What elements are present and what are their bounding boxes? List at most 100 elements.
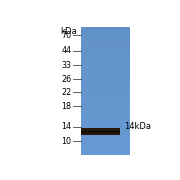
Bar [81, 99, 130, 100]
Bar [81, 129, 130, 130]
Bar [81, 44, 130, 45]
Bar [81, 143, 130, 144]
Bar [81, 62, 130, 63]
Bar [81, 100, 130, 102]
Bar [81, 137, 130, 138]
Bar [81, 73, 130, 74]
Bar [81, 114, 130, 115]
Bar [81, 136, 130, 137]
Bar [81, 66, 130, 68]
Bar [81, 32, 130, 33]
Bar [81, 64, 130, 65]
Bar [81, 63, 130, 64]
Bar [81, 150, 130, 151]
Bar [81, 108, 130, 109]
Bar [81, 152, 130, 154]
Bar [81, 71, 130, 72]
Bar [81, 145, 130, 146]
Bar [81, 36, 130, 37]
Bar [81, 86, 130, 87]
Bar [81, 65, 130, 66]
Bar [81, 41, 130, 42]
Bar [81, 115, 130, 116]
Bar [81, 146, 130, 147]
Text: 44: 44 [62, 46, 72, 55]
Bar [81, 88, 130, 89]
Bar [81, 81, 130, 82]
Bar [81, 147, 130, 148]
Bar [81, 125, 130, 126]
Bar [81, 60, 130, 61]
Bar [81, 120, 130, 121]
Bar [81, 37, 130, 38]
Bar [81, 30, 130, 31]
Bar [81, 122, 130, 123]
Bar [81, 79, 130, 80]
Bar [81, 111, 130, 112]
Bar [81, 70, 130, 71]
Bar [81, 52, 130, 53]
Bar [81, 105, 130, 106]
Bar [81, 130, 130, 131]
Bar [81, 124, 130, 125]
Bar [81, 75, 130, 76]
Bar [81, 46, 130, 47]
Bar [81, 39, 130, 40]
Bar [81, 69, 130, 70]
Bar [81, 53, 130, 54]
Bar [81, 109, 130, 110]
Bar [81, 154, 130, 155]
Bar [81, 96, 130, 97]
Bar [81, 74, 130, 75]
Bar [81, 97, 130, 98]
Bar [81, 113, 130, 114]
Bar [81, 61, 130, 62]
Bar [81, 102, 130, 103]
Bar [81, 43, 130, 44]
Bar [81, 140, 130, 141]
Text: 26: 26 [62, 75, 72, 84]
Bar [81, 128, 130, 129]
Bar [81, 106, 130, 107]
Bar [81, 31, 130, 32]
Bar [81, 89, 130, 90]
Bar [81, 94, 130, 95]
Bar [81, 90, 130, 91]
Bar [81, 77, 130, 78]
Bar [81, 58, 130, 59]
Bar [81, 85, 130, 86]
Text: 33: 33 [62, 61, 72, 70]
Bar [81, 121, 130, 122]
Bar [81, 93, 130, 94]
Bar [81, 27, 130, 28]
Text: 10: 10 [62, 137, 72, 146]
Bar [81, 76, 130, 77]
Bar [81, 148, 130, 149]
Bar [81, 151, 130, 152]
Bar [81, 104, 130, 105]
Bar [81, 107, 130, 108]
Bar [81, 142, 130, 143]
Bar [81, 127, 130, 128]
Bar [81, 95, 130, 96]
Bar [81, 55, 130, 56]
Text: 14: 14 [62, 122, 72, 131]
Bar [81, 59, 130, 60]
Bar [81, 42, 130, 43]
Bar [81, 57, 130, 58]
Bar [81, 131, 130, 132]
Bar [81, 133, 130, 134]
Bar [81, 48, 130, 50]
Bar [81, 144, 130, 145]
Bar [81, 126, 130, 127]
Bar [81, 149, 130, 150]
Bar [81, 38, 130, 39]
Bar [81, 118, 130, 120]
Bar [81, 84, 130, 85]
Bar [81, 123, 130, 124]
Text: 70: 70 [62, 31, 72, 40]
Bar [81, 50, 130, 51]
Bar [81, 91, 130, 92]
Bar [81, 51, 130, 52]
Bar [81, 33, 130, 35]
